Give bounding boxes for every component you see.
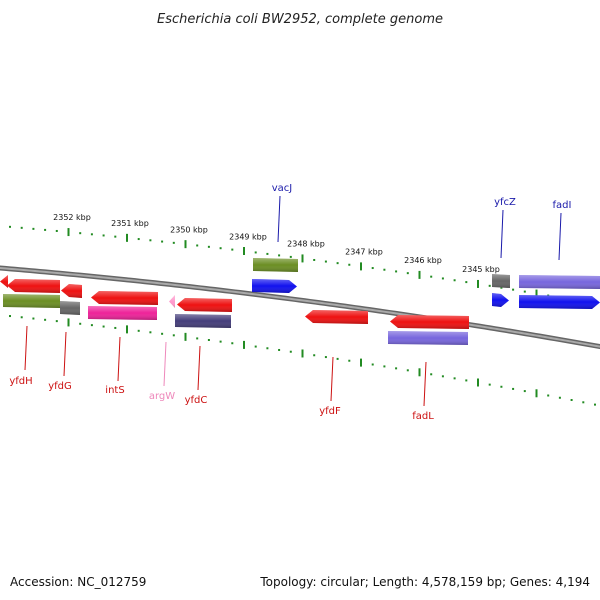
leader-line-yfdH: [24, 325, 28, 371]
leader-line-fadI: [558, 212, 562, 261]
gene-arrow-fadL: [390, 315, 469, 329]
gene-label-yfcZ: yfcZ: [494, 197, 516, 208]
tick-label: 2349 kbp: [229, 232, 267, 241]
gene-arrow-yfdG: [61, 284, 82, 298]
gene-label-yfdF: yfdF: [319, 406, 341, 417]
cog-bar: [492, 274, 510, 288]
cog-bar: [175, 314, 231, 328]
scale-ticks: 2352 kbp 2351 kbp 2350 kbp 2349 kbp 2348 kbp…: [9, 213, 596, 406]
gene-label-fadI: fadI: [553, 200, 572, 211]
gene-arrow-yfdF: [305, 310, 368, 324]
leader-line-yfdC: [197, 345, 201, 391]
cog-bar: [388, 331, 468, 345]
leader-line-yfcZ: [500, 209, 504, 259]
leader-line-vacJ: [277, 195, 281, 243]
cog-bar: [60, 301, 80, 315]
gene-arrow-yfcZ: [492, 293, 509, 307]
leader-line-fadL: [423, 361, 427, 407]
gene-label-yfdC: yfdC: [185, 395, 208, 406]
leader-line-yfdG: [63, 331, 67, 377]
cog-bar: [519, 275, 600, 289]
tick-label: 2350 kbp: [170, 225, 208, 234]
tick-label: 2347 kbp: [345, 248, 383, 257]
cog-bar: [88, 306, 157, 320]
gene-labels: yfdH yfdG intS argW yfdC vacJ yfdF fadL yfcZ fadI: [9, 183, 571, 422]
gene-arrow-yfdC: [177, 298, 232, 312]
gene-label-yfdH: yfdH: [9, 376, 32, 387]
gene-arrow-vacJ: [252, 279, 297, 293]
cog-bar: [253, 258, 298, 272]
tick-label: 2345 kbp: [462, 265, 500, 274]
gene-label-fadL: fadL: [412, 411, 434, 422]
gene-arrow-intS: [91, 291, 158, 305]
tick-label: 2351 kbp: [111, 219, 149, 228]
backbone-highlight: [0, 266, 600, 348]
leader-line-argW: [163, 341, 167, 387]
leader-line-yfdF: [330, 356, 334, 402]
tick-label: 2346 kbp: [404, 256, 442, 265]
gene-label-yfdG: yfdG: [48, 381, 72, 392]
gene-arrow-yfdH: [7, 279, 60, 293]
tick-label: 2348 kbp: [287, 240, 325, 249]
gene-label-argW: argW: [149, 391, 175, 402]
gene-features: [0, 258, 600, 345]
accession-text: Accession: NC_012759: [10, 575, 147, 589]
topology-summary: Topology: circular; Length: 4,578,159 bp…: [260, 575, 590, 589]
tick-label: 2352 kbp: [53, 213, 91, 222]
leader-line-intS: [117, 336, 121, 382]
map-title: Escherichia coli BW2952, complete genome: [157, 12, 443, 27]
gene-arrow-argW: [169, 295, 175, 309]
gene-arrow-fadI: [519, 295, 600, 309]
gene-label-vacJ: vacJ: [272, 183, 293, 194]
cog-bar: [3, 294, 60, 308]
gene-arrow: [0, 275, 8, 289]
gene-label-intS: intS: [105, 385, 124, 396]
genome-backbone: [0, 265, 600, 350]
